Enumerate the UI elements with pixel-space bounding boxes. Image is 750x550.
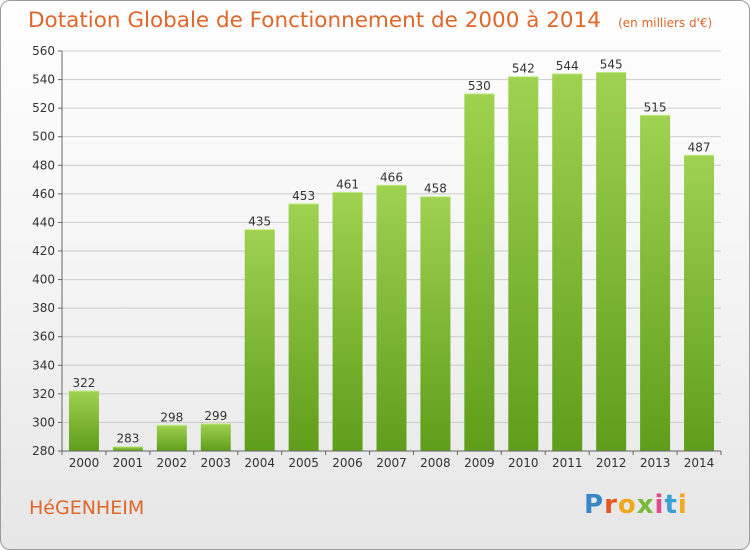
bar-2010 [508,76,539,451]
chart-title: Dotation Globale de Fonctionnement de 20… [28,8,712,33]
y-tick-label: 400 [32,273,55,287]
y-tick-label: 560 [32,44,55,58]
bar-2008 [420,196,451,451]
y-tick-label: 380 [32,301,55,315]
y-tick-label: 320 [32,387,55,401]
bar-value-label: 461 [336,177,359,191]
x-tick-label: 2011 [552,456,583,470]
x-axis-ticks: 2000 2001 2002 2003 2004 2005 2006 2007 2008 2009… [61,451,722,470]
x-tick-label: 2001 [113,456,144,470]
x-tick-label: 2014 [684,456,715,470]
y-tick-label: 440 [32,215,55,229]
bar-value-label: 298 [160,410,183,424]
x-tick-label: 2010 [508,456,539,470]
bar-value-label: 435 [248,215,271,229]
x-tick-label: 2009 [464,456,495,470]
x-tick-label: 2002 [157,456,188,470]
bar-value-label: 299 [204,409,227,423]
bar-value-label: 466 [380,170,403,184]
bar-2014 [684,155,715,452]
y-tick-label: 360 [32,330,55,344]
x-tick-label: 2005 [288,456,319,470]
y-tick-label: 420 [32,244,55,258]
y-tick-label: 480 [32,158,55,172]
chart-unit-text: (en milliers d'€) [618,16,713,30]
x-tick-label: 2013 [640,456,671,470]
y-tick-label: 300 [32,415,55,429]
bar-2001 [112,446,143,451]
proxiti-logo: Proxiti [584,490,688,520]
commune-name: HéGENHEIM [29,497,145,519]
bar-value-label: 542 [512,62,535,76]
x-tick-label: 2006 [332,456,363,470]
bar-2000 [68,391,99,451]
x-tick-label: 2004 [244,456,275,470]
x-tick-label: 2007 [376,456,407,470]
x-tick-label: 2000 [69,456,100,470]
bars: 322 283 298 299 435 453 461 466 458 530 542 544 545 5… [68,57,715,452]
bar-2002 [156,425,187,451]
y-axis-ticks: 280 300 320 340 360 380 400 420 440 460 480 500 520 5… [32,44,62,458]
y-tick-label: 280 [32,444,55,458]
bar-2007 [376,185,407,452]
y-tick-label: 500 [32,130,55,144]
bar-value-label: 322 [73,376,96,390]
x-tick-label: 2008 [420,456,451,470]
bar-2009 [464,93,495,451]
y-tick-label: 520 [32,101,55,115]
bar-2006 [332,192,363,451]
bar-value-label: 458 [424,182,447,196]
y-tick-label: 340 [32,358,55,372]
bar-value-label: 515 [644,100,667,114]
bar-value-label: 545 [600,57,623,71]
y-tick-label: 460 [32,187,55,201]
bar-value-label: 544 [556,59,579,73]
bar-value-label: 453 [292,189,315,203]
chart-title-text: Dotation Globale de Fonctionnement de 20… [28,8,601,33]
bar-value-label: 487 [688,140,711,154]
bar-2012 [596,72,627,451]
x-tick-label: 2003 [200,456,231,470]
y-tick-label: 540 [32,73,55,87]
bar-2003 [200,423,231,451]
bar-value-label: 530 [468,79,491,93]
bar-2011 [552,73,583,451]
bar-2013 [640,115,671,452]
x-tick-label: 2012 [596,456,627,470]
bar-value-label: 283 [116,432,139,446]
bar-2004 [244,229,275,451]
bar-2005 [288,203,319,451]
